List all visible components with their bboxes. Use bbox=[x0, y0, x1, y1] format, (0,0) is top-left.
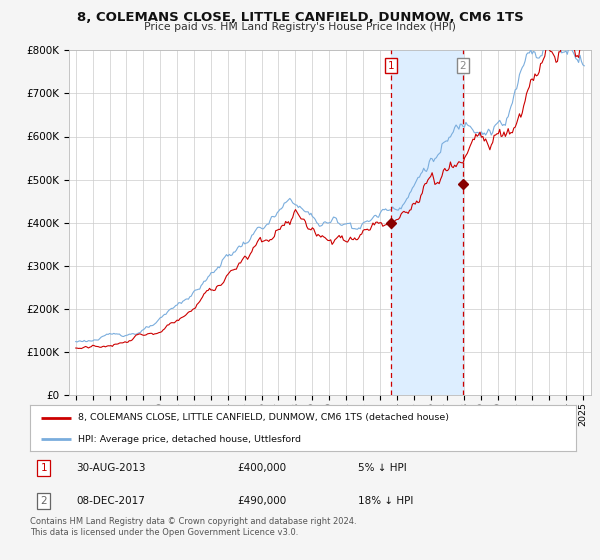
Text: 8, COLEMANS CLOSE, LITTLE CANFIELD, DUNMOW, CM6 1TS: 8, COLEMANS CLOSE, LITTLE CANFIELD, DUNM… bbox=[77, 11, 523, 24]
Text: 08-DEC-2017: 08-DEC-2017 bbox=[76, 496, 145, 506]
Text: 1: 1 bbox=[40, 463, 47, 473]
Text: 5% ↓ HPI: 5% ↓ HPI bbox=[358, 463, 406, 473]
Text: 2: 2 bbox=[460, 60, 466, 71]
Text: 18% ↓ HPI: 18% ↓ HPI bbox=[358, 496, 413, 506]
Text: 30-AUG-2013: 30-AUG-2013 bbox=[76, 463, 146, 473]
Text: £490,000: £490,000 bbox=[238, 496, 287, 506]
Text: Price paid vs. HM Land Registry's House Price Index (HPI): Price paid vs. HM Land Registry's House … bbox=[144, 22, 456, 32]
Text: HPI: Average price, detached house, Uttlesford: HPI: Average price, detached house, Uttl… bbox=[78, 435, 301, 444]
Text: £400,000: £400,000 bbox=[238, 463, 287, 473]
Text: 2: 2 bbox=[40, 496, 47, 506]
Text: Contains HM Land Registry data © Crown copyright and database right 2024.
This d: Contains HM Land Registry data © Crown c… bbox=[30, 517, 356, 537]
Text: 8, COLEMANS CLOSE, LITTLE CANFIELD, DUNMOW, CM6 1TS (detached house): 8, COLEMANS CLOSE, LITTLE CANFIELD, DUNM… bbox=[78, 413, 449, 422]
Bar bbox=[391, 50, 463, 395]
Text: 1: 1 bbox=[388, 60, 394, 71]
